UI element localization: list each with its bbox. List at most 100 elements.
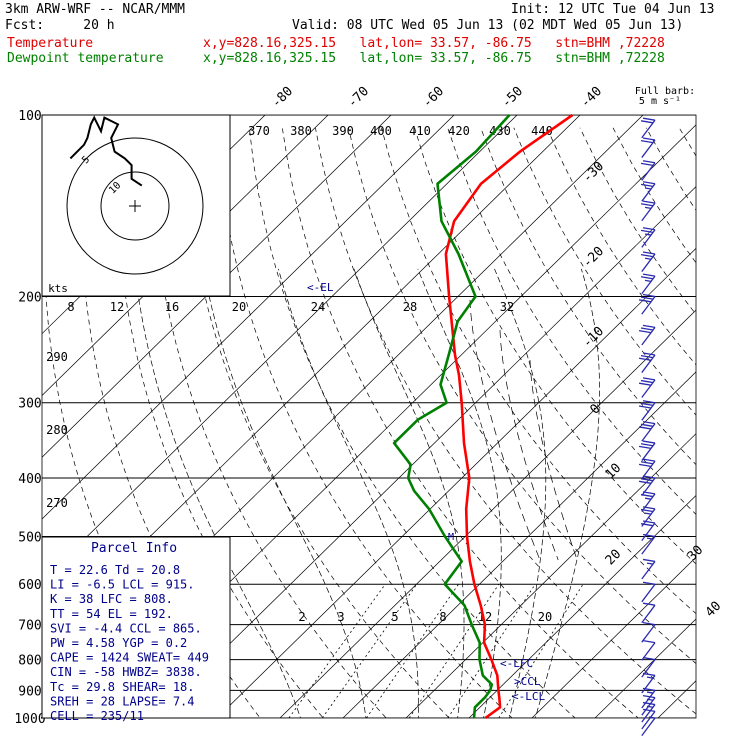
speed-tick-28: 28 xyxy=(403,300,417,314)
lfc-marker: <-LFC xyxy=(500,657,533,670)
mixing-ratio-label-2: 2 xyxy=(298,610,305,624)
wind-barb-flag xyxy=(640,478,654,482)
speed-tick-20: 20 xyxy=(232,300,246,314)
wind-barb-shaft xyxy=(641,642,656,661)
wind-barb xyxy=(638,293,656,315)
wind-barb xyxy=(638,324,656,346)
wind-barb-shaft xyxy=(641,583,656,603)
moist-adiabat xyxy=(534,268,600,718)
theta-e-curve xyxy=(529,359,578,561)
barb-unit-label: 5 m s⁻¹ xyxy=(639,96,681,107)
isotherm xyxy=(657,680,696,718)
moist-adiabat xyxy=(134,268,301,718)
isotherm xyxy=(216,247,696,718)
dry-adiabat xyxy=(678,127,696,157)
isotherm xyxy=(153,186,696,718)
isotherm-label-right--30: -30 xyxy=(580,159,607,186)
wind-barb xyxy=(641,581,656,603)
isotherm-label-right-10: 10 xyxy=(603,461,625,483)
dry-adiabat xyxy=(645,127,696,211)
mixing-ratio-line xyxy=(288,583,386,718)
mixing-ratio-line xyxy=(498,584,584,718)
valid-time: Valid: 08 UTC Wed 05 Jun 13 (02 MDT Wed … xyxy=(292,18,684,33)
parcel-info-row: SVI = -4.4 CCL = 865. xyxy=(50,621,202,635)
pressure-label-300: 300 xyxy=(18,397,41,412)
dry-adiabat xyxy=(215,127,513,718)
hodograph-ring-inner xyxy=(100,171,170,241)
isotherm xyxy=(531,556,696,718)
wind-barb-shaft xyxy=(641,659,656,678)
moist-adiabat xyxy=(202,268,367,718)
wind-barb-flag xyxy=(640,253,654,258)
parcel-info-row: CAPE = 1424 SWEAT= 449 xyxy=(50,651,209,665)
isotherm-label--50: -50 xyxy=(499,84,526,111)
dry-adiabat xyxy=(513,127,696,416)
forecast-hour: Fcst: 20 h xyxy=(5,18,115,33)
wind-barb-half xyxy=(646,562,654,565)
dry-adiabat xyxy=(612,127,696,264)
wind-barb-flag xyxy=(642,708,656,713)
mixing-ratio-label-8: 8 xyxy=(439,610,446,624)
wind-barb-flag xyxy=(640,203,654,207)
wind-barb-shaft xyxy=(641,624,656,643)
wind-barb-flag xyxy=(640,296,654,300)
pressure-label-600: 600 xyxy=(18,578,41,593)
pressure-label-800: 800 xyxy=(18,654,41,669)
wind-barb xyxy=(641,708,656,730)
wind-barb-flag xyxy=(642,656,656,661)
dry-adiabat xyxy=(80,127,261,718)
wind-barb xyxy=(641,558,656,580)
hodograph-ring-outer xyxy=(66,137,204,275)
isotherm-label-right-40: 40 xyxy=(703,599,725,621)
wind-barb-flag xyxy=(640,354,654,359)
pressure-label-900: 900 xyxy=(18,684,41,699)
wind-barb xyxy=(640,160,656,181)
wind-barb xyxy=(640,181,656,202)
wind-barb xyxy=(641,533,656,555)
wind-barb-flag xyxy=(638,405,652,409)
temperature-trace xyxy=(444,113,574,720)
wind-barb-half xyxy=(644,206,652,210)
parcel-info-row: K = 38 LFC = 808. xyxy=(50,592,173,606)
theta-e-label-400: 400 xyxy=(370,124,392,138)
wind-barb-flag xyxy=(638,382,652,386)
pressure-label-400: 400 xyxy=(18,472,41,487)
dry-adiabat xyxy=(712,128,740,731)
wind-barb-flag xyxy=(642,475,656,479)
wind-barb-half xyxy=(644,257,652,260)
theta-e-label-410: 410 xyxy=(409,124,431,138)
wind-barb-shaft xyxy=(641,717,656,736)
isotherm-label--80: -80 xyxy=(269,84,296,111)
wind-barb xyxy=(641,640,656,661)
mixing-ratio-label-20: 20 xyxy=(538,610,552,624)
wind-barb xyxy=(638,458,656,480)
wind-barb-flag xyxy=(642,602,656,606)
wind-barb-flag xyxy=(640,162,654,167)
isotherm xyxy=(594,618,696,718)
hodograph-unit-label: kts xyxy=(48,282,68,295)
dry-adiabat xyxy=(381,127,696,615)
wind-barb-half xyxy=(646,676,654,679)
wind-barb xyxy=(640,251,656,272)
moist-adiabat xyxy=(353,268,465,718)
isotherm xyxy=(405,433,696,718)
parcel-info-row: SREH = 28 LAPSE= 7.4 xyxy=(50,694,195,708)
wind-barb-flag xyxy=(638,480,652,484)
pressure-label-1000: 1000 xyxy=(14,712,45,727)
isotherm xyxy=(42,115,329,396)
dry-adiabat xyxy=(281,127,639,718)
full-barb-label: Full barb: xyxy=(635,86,695,97)
wind-barb xyxy=(640,200,656,222)
dewpoint-trace xyxy=(392,114,511,719)
isotherm-label--40: -40 xyxy=(578,84,605,111)
theta-e-label-430: 430 xyxy=(489,124,511,138)
parcel-info-row: T = 22.6 Td = 20.8 xyxy=(50,563,180,577)
theta-e-label-440: 440 xyxy=(531,124,553,138)
wind-barb-flag xyxy=(642,440,656,444)
moist-adiabat xyxy=(278,268,419,718)
mixing-ratio-line xyxy=(366,583,459,718)
parcel-info-title: Parcel Info xyxy=(91,541,177,556)
parcel-info-row: PW = 4.58 YGP = 0.2 xyxy=(50,636,187,650)
wind-barb-flag xyxy=(638,357,652,361)
dewpoint-legend: Dewpoint temperature xyxy=(7,51,164,66)
